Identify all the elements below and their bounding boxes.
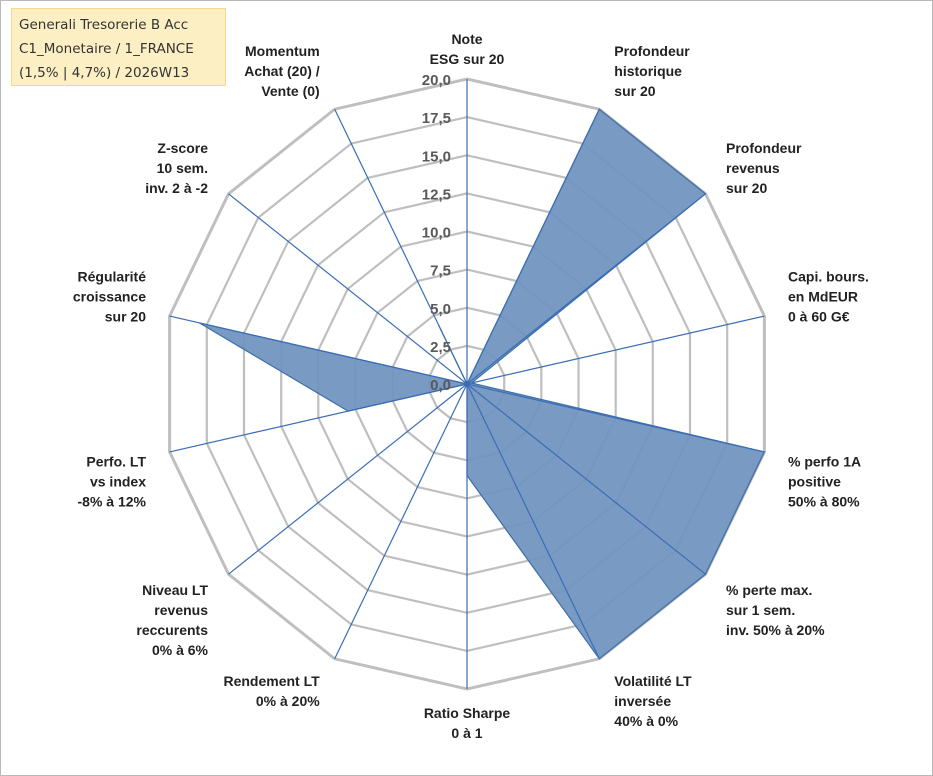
axis-label-line: Note (451, 31, 482, 47)
axis-label-line: 0 à 1 (451, 725, 482, 741)
axis-label-line: 0% à 20% (256, 693, 320, 709)
series-layer (199, 108, 766, 660)
axis-label-line: 10 sem. (157, 160, 208, 176)
axis-label: Profondeur revenus sur 20 (726, 140, 802, 196)
axis-label: Volatilité LT inversée 40% à 0% (614, 673, 692, 729)
axis-label-line: Niveau LT (142, 582, 208, 598)
title-box: Generali Tresorerie B Acc C1_Monetaire /… (11, 8, 226, 86)
axis-label-line: 50% à 80% (788, 493, 860, 509)
label-layer: Note ESG sur 20 Profondeur historique sur 20… (73, 31, 869, 741)
axis-spoke (228, 383, 468, 575)
series-area (199, 108, 766, 660)
axis-label-line: ESG sur 20 (430, 51, 505, 67)
axis-spoke (466, 315, 765, 385)
title-line-period: (1,5% | 4,7%) / 2026W13 (19, 65, 190, 81)
axis-label-line: sur 20 (614, 83, 655, 99)
axis-label-line: Momentum (245, 43, 320, 59)
axis-label: Profondeur historique sur 20 (614, 43, 690, 99)
axis-label-line: -8% à 12% (78, 493, 147, 509)
axis-label-line: sur 1 sem. (726, 602, 795, 618)
axis-label-line: 0 à 60 G€ (788, 309, 850, 325)
axis-label-line: inversée (614, 693, 671, 709)
title-line-fund: Generali Tresorerie B Acc (19, 17, 189, 33)
axis-label-line: Capi. bours. (788, 269, 869, 285)
axis-label-line: inv. 50% à 20% (726, 622, 825, 638)
tick-label: 20,0 (422, 72, 451, 89)
axis-label-line: Z-score (157, 140, 208, 156)
tick-label: 0,0 (430, 377, 451, 394)
axis-label: Rendement LT 0% à 20% (223, 673, 320, 709)
axis-label-line: Profondeur (726, 140, 802, 156)
tick-label: 5,0 (430, 301, 451, 318)
axis-spoke (334, 108, 468, 385)
axis-spoke (334, 383, 468, 660)
axis-label-line: croissance (73, 289, 146, 305)
tick-label: 12,5 (422, 186, 451, 203)
axis-label-line: inv. 2 à -2 (145, 180, 208, 196)
axis-spoke (228, 193, 468, 385)
axis-label-line: revenus (154, 602, 208, 618)
tick-label: 15,0 (422, 148, 451, 165)
axis-label-line: Régularité (78, 269, 147, 285)
tick-label: 7,5 (430, 263, 451, 280)
axis-spoke (466, 383, 600, 660)
axis-label-line: % perfo 1A (788, 453, 861, 469)
tick-label: 10,0 (422, 225, 451, 242)
tick-layer: 0,0 2,5 5,0 7,5 10,0 12,5 15,0 17,5 20,0 (422, 72, 451, 394)
axis-label-line: positive (788, 473, 841, 489)
axis-label: Niveau LT revenus reccurents 0% à 6% (136, 582, 208, 658)
axis-label: Momentum Achat (20) / Vente (0) (244, 43, 320, 99)
axis-label-line: vs index (90, 473, 146, 489)
axis-label: % perfo 1A positive 50% à 80% (788, 453, 861, 509)
axis-label-line: revenus (726, 160, 780, 176)
axis-label-line: Perfo. LT (86, 453, 146, 469)
axis-label-line: reccurents (136, 622, 208, 638)
axis-label-line: Volatilité LT (614, 673, 692, 689)
axis-label-line: Rendement LT (223, 673, 320, 689)
axis-spoke (466, 108, 600, 385)
axis-layer (169, 79, 765, 689)
axis-label-line: sur 20 (105, 309, 146, 325)
axis-label-line: 40% à 0% (614, 713, 678, 729)
axis-label-line: Profondeur (614, 43, 690, 59)
axis-label-line: 0% à 6% (152, 642, 209, 658)
axis-label: Ratio Sharpe 0 à 1 (424, 705, 511, 741)
axis-label: Z-score 10 sem. inv. 2 à -2 (145, 140, 208, 196)
title-line-category: C1_Monetaire / 1_FRANCE (19, 41, 194, 57)
axis-label: Régularité croissance sur 20 (73, 269, 146, 325)
axis-spoke (466, 383, 706, 575)
axis-label-line: % perte max. (726, 582, 812, 598)
axis-label-line: historique (614, 63, 682, 79)
axis-spoke (466, 383, 765, 453)
axis-label-line: Vente (0) (261, 83, 319, 99)
axis-spoke (169, 315, 468, 385)
axis-label-line: Ratio Sharpe (424, 705, 511, 721)
axis-label: Perfo. LT vs index -8% à 12% (78, 453, 147, 509)
tick-label: 17,5 (422, 110, 451, 127)
axis-label-line: Achat (20) / (244, 63, 320, 79)
tick-label: 2,5 (430, 339, 451, 356)
axis-label-line: sur 20 (726, 180, 767, 196)
axis-label: % perte max. sur 1 sem. inv. 50% à 20% (726, 582, 825, 638)
axis-label-line: en MdEUR (788, 289, 858, 305)
axis-spoke (466, 193, 706, 385)
axis-spoke (169, 383, 468, 453)
axis-label: Capi. bours. en MdEUR 0 à 60 G€ (788, 269, 869, 325)
axis-label: Note ESG sur 20 (430, 31, 505, 67)
